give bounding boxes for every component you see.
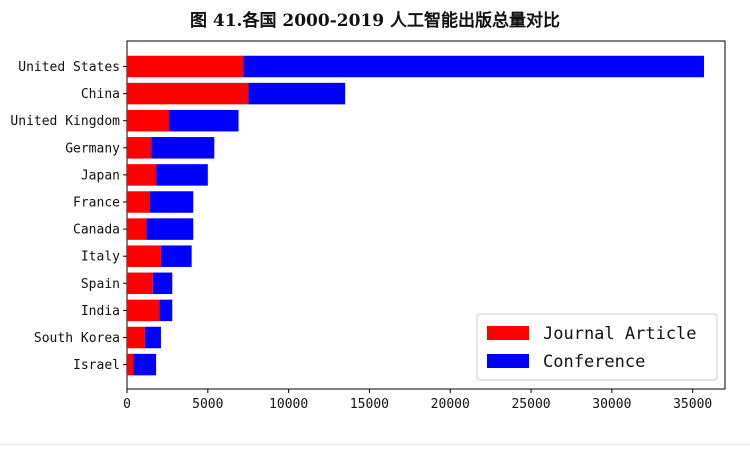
plot-frame (126, 40, 726, 390)
x-tick-label: 20000 (431, 397, 470, 412)
x-axis: 0 5000 10000 15000 20000 25000 30000 35000 (123, 389, 712, 412)
bar-conference-italy (160, 245, 192, 267)
legend-label-conference: Conference (543, 352, 645, 372)
y-tick-label: South Korea (34, 331, 120, 346)
x-tick-label: 10000 (269, 397, 308, 412)
x-tick-label: 15000 (350, 397, 389, 412)
bar-conference-canada (146, 218, 194, 240)
bar-journal-south-korea (127, 326, 145, 349)
y-tick-label: Spain (81, 277, 120, 292)
legend: Journal Article Conference (476, 313, 718, 381)
bar-conference-south-korea (144, 326, 161, 349)
x-tick-label: 35000 (673, 397, 712, 412)
bar-conference-spain (152, 272, 173, 295)
bar-conference-japan (156, 164, 208, 186)
x-tick-label: 30000 (592, 397, 631, 412)
y-tick-label: Germany (65, 141, 120, 156)
bar-journal-italy (127, 245, 161, 267)
x-tick-label: 5000 (192, 397, 223, 412)
bar-journal-france (127, 191, 150, 213)
y-axis: United States China United Kingdom Germany J… (10, 60, 127, 373)
x-tick-label: 25000 (511, 397, 550, 412)
bar-journal-japan (127, 164, 157, 186)
chart-title: 图 41.各国 2000-2019 人工智能出版总量对比 (189, 11, 560, 31)
y-tick-label: India (81, 304, 120, 319)
y-tick-label: United States (18, 60, 120, 75)
bar-conference-united-states (243, 55, 704, 78)
bar-journal-united-kingdom (127, 109, 170, 132)
bar-conference-united-kingdom (169, 109, 239, 132)
bar-conference-india (159, 299, 173, 322)
y-tick-label: Canada (73, 223, 120, 238)
bar-journal-spain (127, 272, 153, 295)
bar-journal-china (127, 82, 249, 105)
page-divider (0, 444, 750, 445)
y-tick-label: Japan (81, 168, 120, 183)
bar-journal-india (127, 299, 160, 322)
bar-journal-canada (127, 218, 147, 240)
bar-conference-france (149, 191, 194, 213)
bar-conference-germany (151, 137, 215, 159)
bar-journal-germany (127, 137, 152, 159)
y-tick-label: Italy (81, 250, 120, 265)
legend-swatch-journal (487, 326, 529, 340)
bars-group (127, 55, 704, 376)
y-tick-label: France (73, 196, 120, 211)
legend-label-journal: Journal Article (543, 324, 697, 344)
y-tick-label: United Kingdom (10, 114, 120, 129)
legend-swatch-conference (487, 354, 529, 368)
bar-journal-united-states (127, 55, 244, 78)
bar-journal-israel (127, 353, 134, 376)
y-tick-label: Israel (73, 358, 120, 373)
bar-conference-israel (133, 353, 157, 376)
legend-box (476, 313, 718, 381)
bar-conference-china (248, 82, 346, 105)
x-tick-label: 0 (123, 397, 131, 412)
y-tick-label: China (81, 87, 120, 102)
